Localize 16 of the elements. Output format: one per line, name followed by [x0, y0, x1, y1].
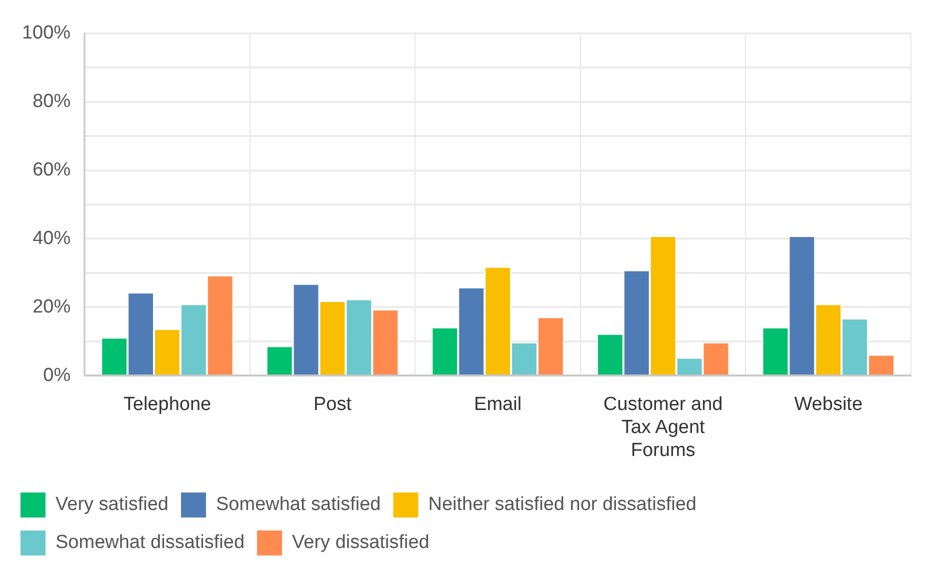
x-tick-label: Email: [474, 394, 522, 416]
y-tick-label: 80%: [32, 91, 71, 112]
y-tick-label: 60%: [32, 160, 71, 181]
legend-label: Somewhat dissatisfied: [56, 532, 245, 554]
x-tick-label: Website: [794, 394, 863, 416]
x-tick-label: Customer and Tax Agent Forums: [603, 394, 723, 461]
legend-label: Somewhat satisfied: [216, 494, 381, 516]
y-tick-label: 40%: [32, 228, 71, 249]
y-tick-label: 20%: [32, 296, 71, 318]
x-tick-label: Telephone: [123, 394, 212, 416]
legend-label: Very dissatisfied: [292, 532, 430, 554]
legend-label: Neither satisfied nor dissatisfied: [428, 494, 696, 516]
legend-label: Very satisfied: [56, 494, 168, 516]
y-tick-label: 0%: [43, 364, 71, 386]
x-tick-label: Post: [314, 394, 352, 416]
y-tick-label: 100%: [22, 22, 71, 44]
